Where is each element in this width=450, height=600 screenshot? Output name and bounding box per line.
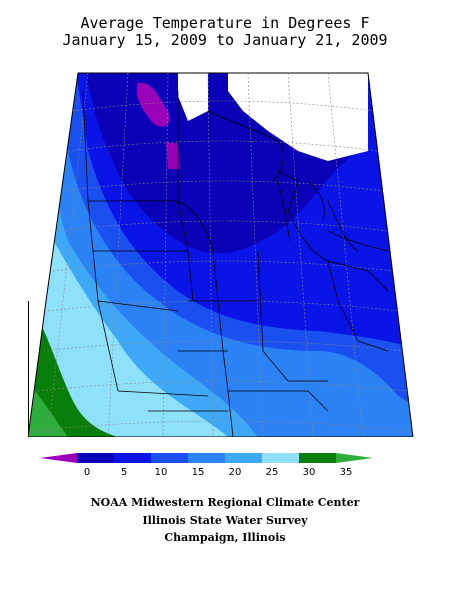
legend-tick-label: 0 bbox=[84, 467, 90, 478]
credit-line-2: Illinois State Water Survey bbox=[142, 514, 308, 527]
legend-swatch bbox=[299, 453, 336, 463]
legend-tick-label: 35 bbox=[340, 467, 353, 478]
legend-swatch bbox=[188, 453, 225, 463]
graticule bbox=[32, 72, 414, 437]
legend-swatch bbox=[151, 453, 188, 463]
legend-swatch bbox=[225, 453, 262, 463]
map-title: Average Temperature in Degrees F bbox=[80, 14, 370, 32]
legend-swatch bbox=[77, 453, 114, 463]
legend-tick-label: 10 bbox=[155, 467, 168, 478]
credit-line-1: NOAA Midwestern Regional Climate Center bbox=[90, 496, 360, 509]
legend-swatch bbox=[262, 453, 299, 463]
legend-swatch bbox=[114, 453, 151, 463]
legend-tick-label: 15 bbox=[192, 467, 205, 478]
state-boundaries bbox=[82, 90, 389, 437]
legend-tick-label: 5 bbox=[121, 467, 127, 478]
legend-arrow-low bbox=[40, 453, 77, 463]
legend-arrow-high bbox=[336, 453, 373, 463]
color-legend: 0 5 10 15 20 25 30 35 bbox=[40, 453, 373, 478]
legend-tick-label: 20 bbox=[229, 467, 242, 478]
legend-tick-label: 30 bbox=[303, 467, 316, 478]
credit-line-3: Champaign, Illinois bbox=[164, 531, 286, 544]
temperature-map bbox=[28, 51, 422, 437]
map-date-range: January 15, 2009 to January 21, 2009 bbox=[62, 31, 388, 49]
legend-tick-label: 25 bbox=[266, 467, 279, 478]
